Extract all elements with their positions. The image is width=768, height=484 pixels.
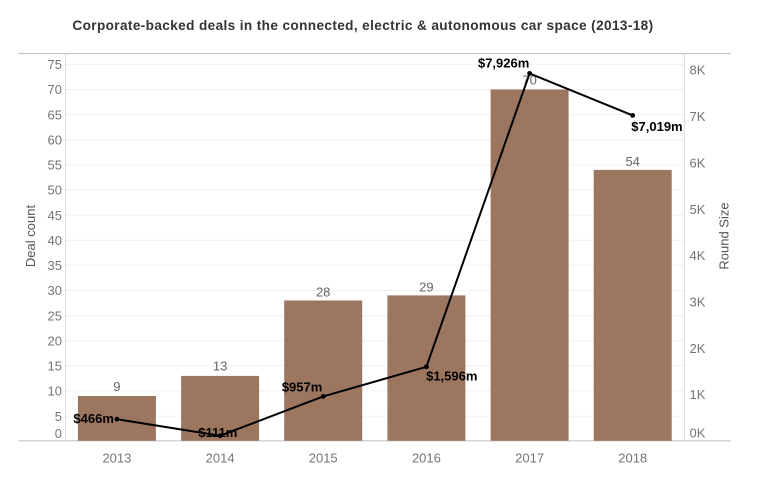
svg-text:54: 54 xyxy=(625,154,639,169)
svg-text:30: 30 xyxy=(48,283,62,298)
svg-text:10: 10 xyxy=(48,384,62,399)
svg-text:35: 35 xyxy=(48,258,62,273)
svg-text:65: 65 xyxy=(48,107,62,122)
svg-text:7K: 7K xyxy=(690,109,706,124)
svg-text:$111m: $111m xyxy=(198,425,237,440)
svg-text:60: 60 xyxy=(48,132,62,147)
svg-text:20: 20 xyxy=(48,333,62,348)
svg-text:15: 15 xyxy=(48,359,62,374)
svg-text:2015: 2015 xyxy=(309,451,338,466)
svg-text:40: 40 xyxy=(48,233,62,248)
svg-text:2016: 2016 xyxy=(412,451,441,466)
svg-text:2014: 2014 xyxy=(206,451,235,466)
svg-text:2013: 2013 xyxy=(102,451,131,466)
svg-text:Corporate-backed deals in the: Corporate-backed deals in the connected,… xyxy=(72,18,653,33)
svg-text:45: 45 xyxy=(48,208,62,223)
svg-text:25: 25 xyxy=(48,308,62,323)
svg-text:5K: 5K xyxy=(690,202,706,217)
svg-text:$957m: $957m xyxy=(282,379,322,394)
svg-text:0: 0 xyxy=(55,426,62,441)
svg-text:2K: 2K xyxy=(690,341,706,356)
svg-text:6K: 6K xyxy=(690,155,706,170)
svg-text:$466m: $466m xyxy=(73,411,113,426)
svg-text:50: 50 xyxy=(48,183,62,198)
svg-text:13: 13 xyxy=(213,359,227,374)
svg-text:55: 55 xyxy=(48,158,62,173)
svg-text:75: 75 xyxy=(48,57,62,72)
svg-text:2018: 2018 xyxy=(618,451,647,466)
svg-text:4K: 4K xyxy=(690,248,706,263)
svg-text:Round Size: Round Size xyxy=(717,202,732,269)
svg-text:Deal count: Deal count xyxy=(23,205,38,268)
svg-text:9: 9 xyxy=(113,379,120,394)
svg-text:1K: 1K xyxy=(690,387,706,402)
svg-text:$7,019m: $7,019m xyxy=(631,119,682,134)
svg-text:$1,596m: $1,596m xyxy=(426,369,477,384)
svg-text:2017: 2017 xyxy=(515,451,544,466)
svg-text:3K: 3K xyxy=(690,295,706,310)
svg-text:28: 28 xyxy=(316,285,330,300)
svg-text:8K: 8K xyxy=(690,63,706,78)
svg-text:29: 29 xyxy=(419,280,433,295)
svg-text:0K: 0K xyxy=(690,425,706,440)
svg-text:70: 70 xyxy=(48,82,62,97)
svg-text:$7,926m: $7,926m xyxy=(478,56,529,71)
svg-text:5: 5 xyxy=(55,409,62,424)
